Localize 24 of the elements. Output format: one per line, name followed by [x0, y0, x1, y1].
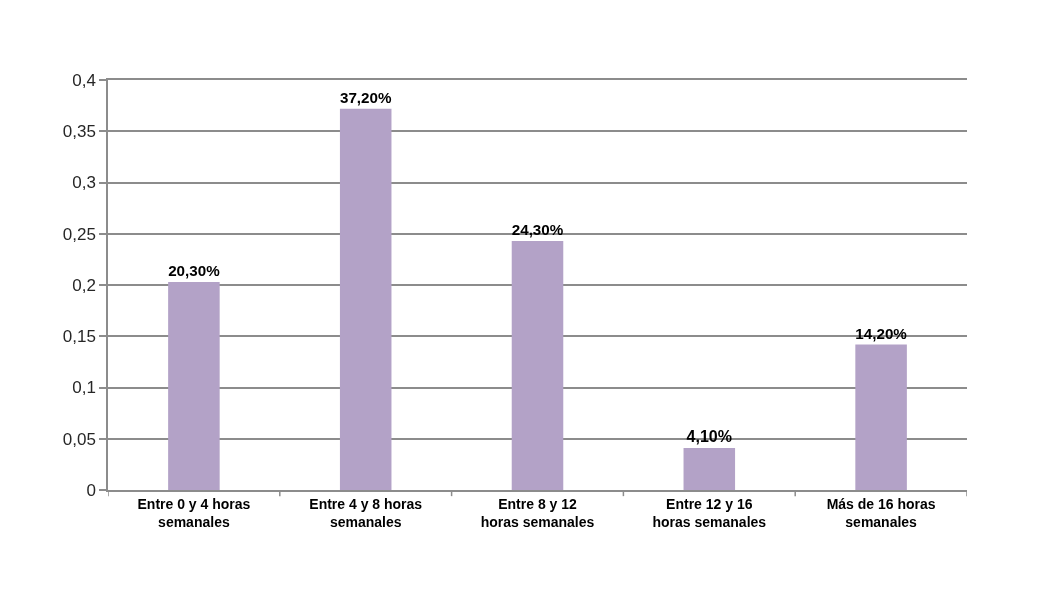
y-tick-label: 0 — [86, 480, 96, 500]
bar — [339, 108, 392, 490]
bar — [511, 240, 564, 490]
x-tick-label: Entre 8 y 12 horas semanales — [480, 495, 595, 530]
y-tick-label: 0,2 — [72, 275, 96, 295]
x-tick-label: Entre 0 y 4 horas semanales — [137, 495, 251, 530]
y-tick-label: 0,3 — [72, 173, 96, 193]
y-tick-label: 0,25 — [62, 224, 96, 244]
x-tick-label: Entre 4 y 8 horas semanales — [309, 495, 423, 530]
y-tick-label: 0,4 — [72, 70, 96, 90]
bar — [855, 344, 907, 490]
x-tick-label: Más de 16 horas semanales — [826, 495, 936, 530]
data-label: 14,20% — [855, 324, 908, 342]
data-label: 20,30% — [168, 262, 221, 280]
y-tick-label: 0,05 — [62, 429, 96, 449]
y-tick-label: 0,35 — [62, 122, 96, 142]
data-label: 24,30% — [511, 221, 564, 239]
x-tick-label: Entre 12 y 16 horas semanales — [652, 495, 767, 530]
data-label: 4,10% — [686, 427, 732, 445]
data-label: 37,20% — [339, 88, 392, 106]
bar — [683, 447, 736, 490]
y-tick-label: 0,1 — [72, 378, 96, 398]
y-tick-label: 0,15 — [62, 327, 96, 347]
bar — [168, 281, 220, 490]
